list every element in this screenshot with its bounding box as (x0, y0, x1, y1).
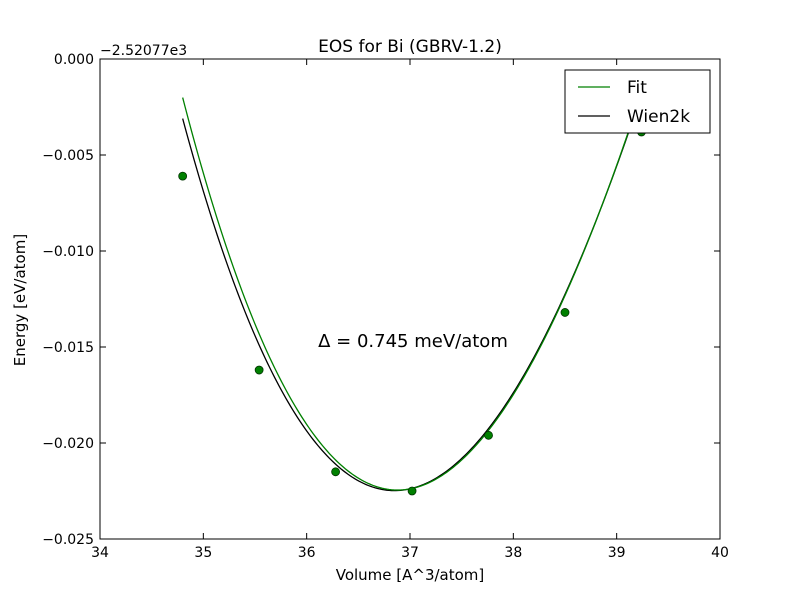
data-point (560, 308, 570, 317)
data-point (331, 467, 341, 477)
x-tick-label: 36 (298, 545, 316, 561)
plot-area (178, 92, 646, 496)
y-tick-label: −0.010 (42, 244, 94, 260)
axis-ticks: 34 35 36 37 38 39 40 0.000 −0.005 −0.010 −0.015 −0.… (42, 52, 729, 561)
x-tick-label: 40 (711, 545, 729, 561)
x-tick-label: 38 (504, 545, 522, 561)
x-tick-label: 37 (401, 545, 419, 561)
data-point (254, 365, 264, 375)
data-point (178, 171, 188, 181)
x-tick-label: 39 (608, 545, 626, 561)
legend-box (564, 69, 711, 134)
y-tick-label: −0.015 (42, 340, 94, 356)
x-tick-label: 35 (194, 545, 212, 561)
chart-title: EOS for Bi (GBRV-1.2) (318, 37, 502, 57)
y-axis-label: Energy [eV/atom] (11, 234, 29, 366)
data-point (484, 430, 493, 440)
y-offset-label: −2.52077e3 (100, 43, 187, 59)
legend: Fit Wien2k (564, 69, 711, 134)
y-tick-label: −0.020 (42, 436, 94, 452)
x-tick-label: 34 (91, 545, 109, 561)
legend-fit-label: Fit (627, 78, 647, 98)
y-tick-label: 0.000 (54, 52, 94, 68)
delta-annotation: Δ = 0.745 meV/atom (318, 331, 508, 352)
x-axis-label: Volume [A^3/atom] (336, 566, 485, 584)
legend-wien2k-label: Wien2k (627, 107, 690, 127)
y-tick-label: −0.005 (42, 148, 94, 164)
data-point (407, 486, 417, 496)
y-tick-label: −0.025 (42, 532, 94, 548)
